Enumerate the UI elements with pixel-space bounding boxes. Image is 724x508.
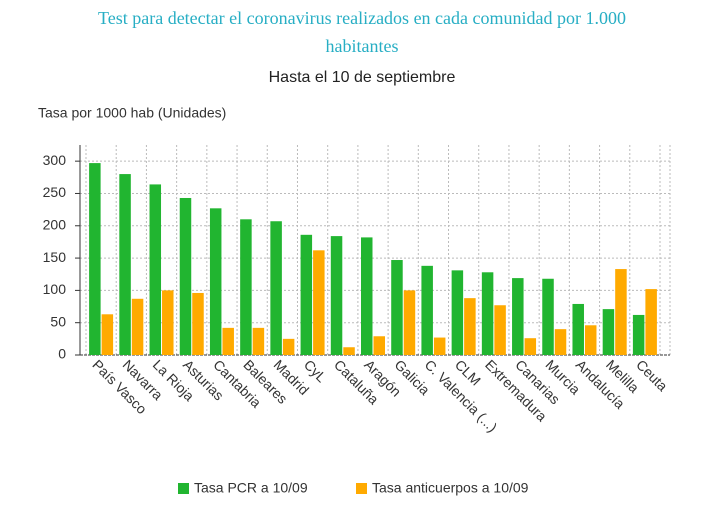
x-tick-label: Ceuta <box>633 356 671 394</box>
bar <box>433 337 446 355</box>
bar <box>512 278 524 355</box>
y-tick-label: 300 <box>43 152 67 168</box>
y-tick-label: 250 <box>43 184 67 200</box>
bar <box>192 292 204 355</box>
legend-swatch <box>178 483 189 494</box>
bar <box>313 250 325 355</box>
bar <box>615 269 627 355</box>
bar <box>554 329 567 355</box>
y-axis-label: Tasa por 1000 hab (Unidades) <box>38 105 226 121</box>
bar <box>162 290 174 355</box>
legend-swatch <box>356 483 367 494</box>
bar <box>300 234 313 355</box>
y-tick-label: 0 <box>58 346 66 362</box>
bar <box>645 289 657 355</box>
bar <box>282 338 295 355</box>
bar <box>343 347 355 355</box>
bar <box>451 270 464 355</box>
y-tick-label: 50 <box>50 313 66 329</box>
bar <box>252 327 265 355</box>
x-tick-group: Ceuta <box>633 356 671 394</box>
bar <box>361 237 373 355</box>
bar <box>464 298 476 355</box>
bar <box>421 265 433 355</box>
bar <box>572 303 584 355</box>
y-tick-label: 100 <box>43 281 67 297</box>
bar <box>481 272 494 355</box>
legend-label: Tasa PCR a 10/09 <box>194 480 308 496</box>
bar <box>209 208 222 355</box>
bar <box>403 290 416 355</box>
bar <box>494 305 506 355</box>
bar <box>391 260 403 355</box>
bar <box>632 314 645 355</box>
bar <box>270 221 282 355</box>
chart-title: Test para detectar el coronavirus realiz… <box>97 8 626 56</box>
y-tick-label: 200 <box>43 216 67 232</box>
bar <box>101 314 114 355</box>
bar <box>584 325 597 355</box>
bar <box>524 338 537 355</box>
y-tick-label: 150 <box>43 249 67 265</box>
legend-label: Tasa anticuerpos a 10/09 <box>372 480 529 496</box>
chart-subtitle: Hasta el 10 de septiembre <box>269 69 456 86</box>
bar <box>602 309 615 355</box>
bar <box>149 184 162 355</box>
bar <box>89 163 101 355</box>
bar <box>542 278 554 355</box>
bar <box>240 219 252 355</box>
bar <box>131 298 144 355</box>
bar <box>330 236 343 355</box>
bar <box>119 174 131 355</box>
bar <box>373 336 385 355</box>
bar <box>222 327 234 355</box>
bar <box>179 197 192 355</box>
